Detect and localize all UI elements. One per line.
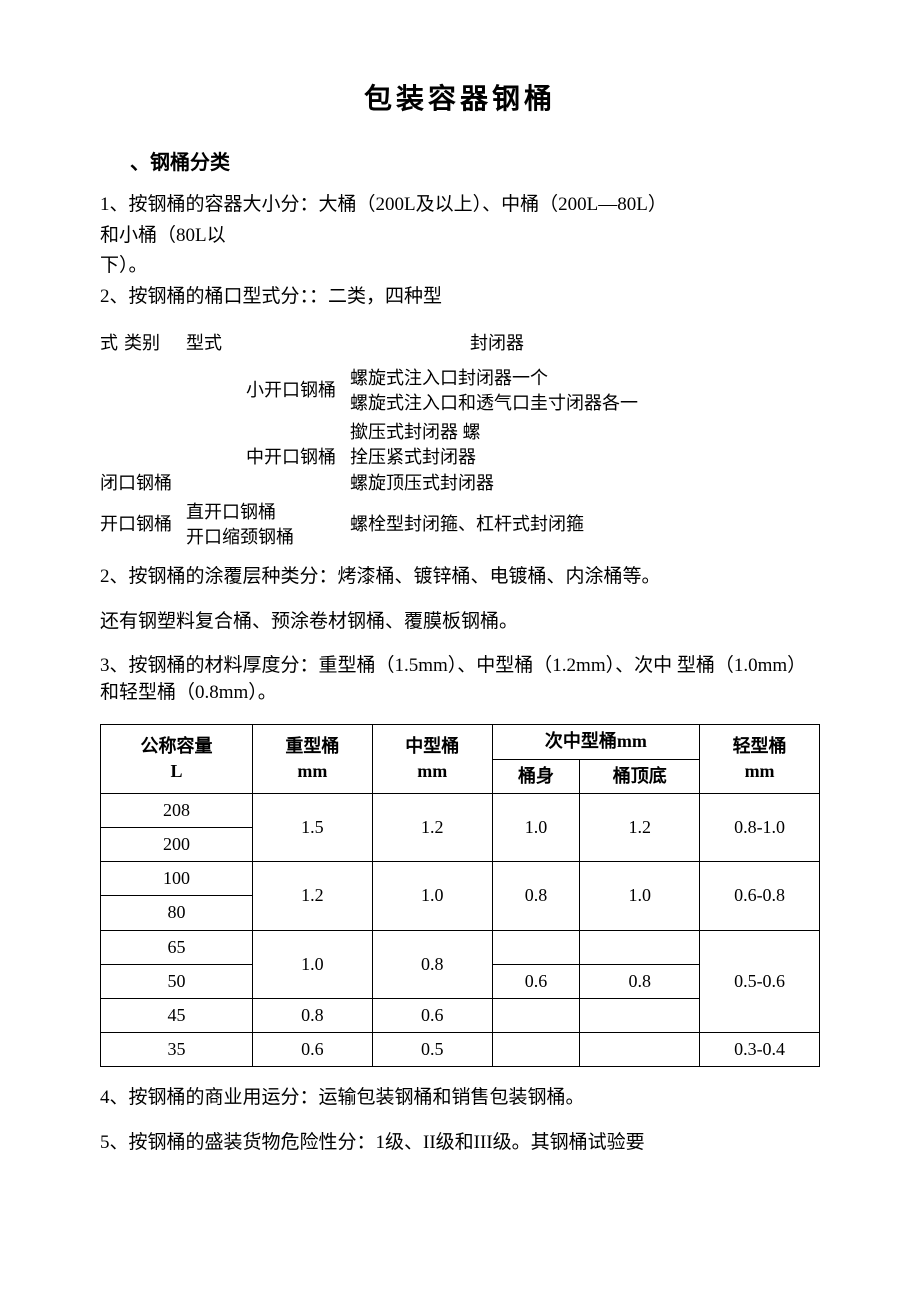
text-line: 螺旋顶压式封闭器 bbox=[350, 471, 638, 496]
cell: 0.8-1.0 bbox=[700, 793, 820, 861]
empty-cell bbox=[580, 930, 700, 964]
type-table: 式类别 型式 封闭器 闭口钢桶 小开口钢桶 螺旋式注入口封闭器一个 螺旋式注入口… bbox=[100, 329, 652, 553]
cell: 1.0 bbox=[492, 793, 580, 861]
text-line: 2、按钢桶的桶口型式分：：二类，四种型 bbox=[100, 284, 820, 311]
cell: 开口钢桶 bbox=[100, 498, 186, 552]
cell: 0.6 bbox=[253, 1033, 373, 1067]
text-line: 螺旋式注入口封闭器一个 bbox=[350, 366, 638, 391]
para-1: 1、按钢桶的容器大小分：大桶（200L及以上）、中桶（200L—80L） 和小桶… bbox=[100, 192, 820, 310]
cell: 0.3-0.4 bbox=[700, 1033, 820, 1067]
empty-cell bbox=[580, 998, 700, 1032]
table-row: 65 1.0 0.8 0.5-0.6 bbox=[101, 930, 820, 964]
para-6: 4、按钢桶的商业用运分：运输包装钢桶和销售包装钢桶。 bbox=[100, 1085, 820, 1112]
cell: 50 bbox=[101, 964, 253, 998]
cell: 0.6-0.8 bbox=[700, 862, 820, 930]
cell: 0.6 bbox=[492, 964, 580, 998]
table-row: 开口钢桶 直开口钢桶 开口缩颈钢桶 螺栓型封闭箍、杠杆式封闭箍 bbox=[100, 498, 652, 552]
para-4: 还有钢塑料复合桶、预涂卷材钢桶、覆膜板钢桶。 bbox=[100, 609, 820, 636]
text-line: 螺旋式注入口和透气口圭寸闭器各一 bbox=[350, 391, 638, 416]
section-heading: 、钢桶分类 bbox=[130, 149, 820, 177]
cell: 35 bbox=[101, 1033, 253, 1067]
cell: 中开口钢桶 bbox=[186, 418, 350, 498]
empty-cell bbox=[492, 930, 580, 964]
para-5: 3、按钢桶的材料厚度分：重型桶（1.5mm）、中型桶（1.2mm）、次中 型桶（… bbox=[100, 653, 820, 706]
type-table-header: 型式 bbox=[186, 329, 350, 364]
cell: 直开口钢桶 开口缩颈钢桶 bbox=[186, 498, 350, 552]
text-line: 拴压紧式封闭器 bbox=[350, 445, 638, 470]
cell: 0.8 bbox=[253, 998, 373, 1032]
text-line: 直开口钢桶 bbox=[186, 500, 336, 525]
col-header: 次中型桶mm bbox=[492, 725, 699, 759]
cell: 200 bbox=[101, 828, 253, 862]
cell: 0.5-0.6 bbox=[700, 930, 820, 1033]
cell: 小开口钢桶 bbox=[186, 364, 350, 418]
col-header: 公称容量L bbox=[101, 725, 253, 793]
table-row: 式类别 型式 封闭器 bbox=[100, 329, 652, 364]
text-line: 撳压式封闭器 螺 bbox=[350, 420, 638, 445]
table-row: 35 0.6 0.5 0.3-0.4 bbox=[101, 1033, 820, 1067]
cell: 1.5 bbox=[253, 793, 373, 861]
cell: 0.8 bbox=[372, 930, 492, 998]
cell: 208 bbox=[101, 793, 253, 827]
cell: 螺旋式注入口封闭器一个 螺旋式注入口和透气口圭寸闭器各一 bbox=[350, 364, 652, 418]
cell: 闭口钢桶 bbox=[100, 364, 186, 498]
text-line: 和小桶（80L以 bbox=[100, 223, 820, 250]
page-title: 包装容器钢桶 bbox=[100, 80, 820, 119]
cell: 1.2 bbox=[372, 793, 492, 861]
table-row: 100 1.2 1.0 0.8 1.0 0.6-0.8 bbox=[101, 862, 820, 896]
cell: 1.2 bbox=[253, 862, 373, 930]
thickness-table: 公称容量L 重型桶mm 中型桶mm 次中型桶mm 轻型桶mm 桶身 桶顶底 20… bbox=[100, 724, 820, 1067]
para-3: 2、按钢桶的涂覆层种类分：烤漆桶、镀锌桶、电镀桶、内涂桶等。 bbox=[100, 564, 820, 591]
table-row: 闭口钢桶 小开口钢桶 螺旋式注入口封闭器一个 螺旋式注入口和透气口圭寸闭器各一 bbox=[100, 364, 652, 418]
col-header: 桶顶底 bbox=[580, 759, 700, 793]
cell: 0.5 bbox=[372, 1033, 492, 1067]
text-line: 下）。 bbox=[100, 253, 820, 280]
table-row: 公称容量L 重型桶mm 中型桶mm 次中型桶mm 轻型桶mm bbox=[101, 725, 820, 759]
empty-cell bbox=[492, 1033, 580, 1067]
cell: 1.0 bbox=[372, 862, 492, 930]
empty-cell bbox=[492, 998, 580, 1032]
col-header: 轻型桶mm bbox=[700, 725, 820, 793]
cell: 1.0 bbox=[253, 930, 373, 998]
empty-cell bbox=[580, 1033, 700, 1067]
cell: 0.8 bbox=[580, 964, 700, 998]
table-row: 208 1.5 1.2 1.0 1.2 0.8-1.0 bbox=[101, 793, 820, 827]
cell: 撳压式封闭器 螺 拴压紧式封闭器 螺旋顶压式封闭器 bbox=[350, 418, 652, 498]
cell: 1.2 bbox=[580, 793, 700, 861]
cell: 1.0 bbox=[580, 862, 700, 930]
type-table-header: 封闭器 bbox=[350, 329, 652, 364]
cell: 65 bbox=[101, 930, 253, 964]
type-table-p2b: 式类别 bbox=[100, 329, 186, 364]
cell: 45 bbox=[101, 998, 253, 1032]
para-7: 5、按钢桶的盛装货物危险性分：1级、II级和III级。其钢桶试验要 bbox=[100, 1130, 820, 1157]
text-line: 1、按钢桶的容器大小分：大桶（200L及以上）、中桶（200L—80L） bbox=[100, 192, 820, 219]
col-header: 重型桶mm bbox=[253, 725, 373, 793]
col-header: 中型桶mm bbox=[372, 725, 492, 793]
cell: 80 bbox=[101, 896, 253, 930]
cell: 0.6 bbox=[372, 998, 492, 1032]
col-header: 桶身 bbox=[492, 759, 580, 793]
cell: 螺栓型封闭箍、杠杆式封闭箍 bbox=[350, 498, 652, 552]
cell: 0.8 bbox=[492, 862, 580, 930]
cell: 100 bbox=[101, 862, 253, 896]
text-line: 开口缩颈钢桶 bbox=[186, 525, 336, 550]
